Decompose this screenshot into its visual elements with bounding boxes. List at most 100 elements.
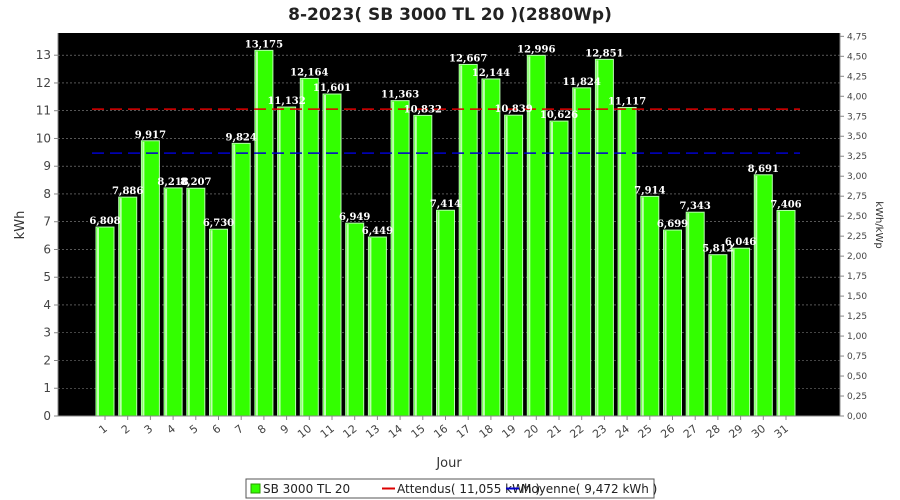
y-right-tick-label: 3,00 [847, 172, 867, 182]
x-tick-label: 18 [477, 422, 496, 441]
bar-highlight [392, 101, 395, 416]
y-tick-label: 4 [43, 298, 51, 312]
bar-highlight [324, 95, 326, 417]
bar-value-label: 11,117 [608, 96, 646, 107]
bar-highlight [641, 197, 644, 416]
y-right-tick-label: 2,00 [847, 252, 867, 262]
bar-highlight [460, 65, 463, 416]
y-tick-label: 10 [36, 131, 51, 145]
legend-entry-expected: Attendus( 11,055 kWh ) [397, 482, 540, 496]
x-tick-label: 19 [499, 422, 518, 441]
bar-value-label: 11,132 [267, 96, 305, 107]
bar-value-label: 8,207 [180, 177, 211, 188]
bar-value-label: 12,851 [585, 48, 623, 59]
y-right-tick-label: 2,75 [847, 192, 867, 202]
y-right-tick-label: 0,00 [847, 412, 867, 422]
bar-highlight [165, 188, 168, 416]
x-tick-label: 14 [386, 422, 405, 441]
bar-value-label: 7,414 [430, 199, 461, 210]
x-tick-label: 1 [96, 422, 110, 437]
y-tick-label: 1 [43, 381, 51, 395]
y-axis-title: kWh [13, 211, 28, 240]
bar-highlight [255, 51, 258, 417]
legend-box [245, 478, 655, 499]
bar-highlight [210, 230, 213, 416]
axes: 0123456789101112130,000,250,500,751,001,… [36, 32, 868, 441]
bar-value-label: 11,824 [563, 77, 601, 88]
bar-highlight [505, 116, 508, 417]
bar-value-label: 6,730 [203, 218, 234, 229]
bar-value-label: 10,839 [494, 104, 532, 115]
bar-highlight [528, 56, 531, 417]
bar-value-label: 9,824 [226, 132, 257, 143]
x-tick-label: 17 [454, 422, 473, 441]
y-tick-label: 3 [43, 326, 51, 340]
x-axis-title: Jour [435, 456, 462, 471]
y-tick-label: 6 [43, 242, 51, 256]
bar-value-label: 7,914 [634, 185, 665, 196]
y-right-tick-label: 4,50 [847, 52, 867, 62]
bar-value-label: 7,343 [680, 201, 711, 212]
x-tick-label: 28 [704, 422, 723, 441]
bar-value-label: 9,917 [135, 130, 166, 141]
y-tick-label: 0 [43, 409, 51, 423]
x-tick-label: 23 [590, 422, 609, 441]
bar-value-label: 12,996 [517, 44, 555, 55]
y-tick-label: 11 [36, 104, 51, 118]
bar-highlight [142, 141, 145, 416]
x-tick-label: 10 [295, 422, 314, 441]
bar-highlight [596, 60, 599, 416]
bar-value-label: 12,667 [449, 53, 487, 64]
x-tick-label: 3 [142, 422, 156, 437]
x-tick-label: 26 [658, 422, 677, 441]
y-tick-label: 7 [43, 215, 51, 229]
x-tick-label: 20 [522, 422, 541, 441]
y-right-tick-label: 2,50 [847, 212, 867, 222]
x-tick-label: 12 [341, 422, 360, 441]
x-tick-label: 8 [255, 422, 269, 437]
y-tick-label: 8 [43, 187, 51, 201]
bar-value-label: 6,046 [725, 237, 756, 248]
y-right-tick-label: 2,25 [847, 232, 867, 242]
bar-highlight [187, 189, 190, 416]
x-tick-label: 11 [318, 422, 337, 441]
bar-highlight [755, 175, 758, 416]
bar-highlight [414, 116, 417, 417]
bar-value-label: 5,812 [702, 244, 733, 255]
bar-highlight [664, 231, 667, 416]
bar-value-label: 10,832 [404, 104, 442, 115]
bar-highlight [97, 228, 99, 416]
y-right-tick-label: 1,00 [847, 332, 867, 342]
bar-highlight [619, 108, 622, 416]
bar-highlight [709, 255, 712, 416]
y-axis-title-right: kWh/kWp [873, 201, 884, 248]
bar-highlight [778, 211, 780, 416]
x-tick-label: 27 [681, 422, 700, 441]
bar-value-label: 10,626 [540, 110, 578, 121]
bar-highlight [278, 108, 281, 417]
bar-highlight [732, 249, 735, 416]
y-right-tick-label: 3,25 [847, 152, 867, 162]
y-tick-label: 13 [36, 48, 51, 62]
bar-value-label: 7,886 [112, 186, 143, 197]
reference-lines [92, 108, 800, 154]
x-tick-label: 5 [187, 422, 201, 437]
bar-value-label: 12,144 [472, 68, 510, 79]
bar-highlight [346, 224, 349, 416]
bar-value-label: 7,406 [770, 199, 801, 210]
x-tick-label: 6 [210, 422, 224, 437]
y-tick-label: 5 [43, 270, 51, 284]
x-tick-label: 21 [545, 422, 564, 441]
bar-value-label: 8,218 [157, 177, 188, 188]
x-tick-label: 16 [431, 422, 450, 441]
y-right-tick-label: 0,50 [847, 372, 867, 382]
bar-value-label: 6,449 [362, 226, 393, 237]
y-right-tick-label: 3,75 [847, 112, 867, 122]
y-right-tick-label: 1,50 [847, 292, 867, 302]
x-tick-label: 9 [278, 422, 292, 437]
x-tick-label: 2 [119, 422, 133, 437]
bar-highlight [437, 211, 440, 416]
bars [95, 49, 796, 417]
